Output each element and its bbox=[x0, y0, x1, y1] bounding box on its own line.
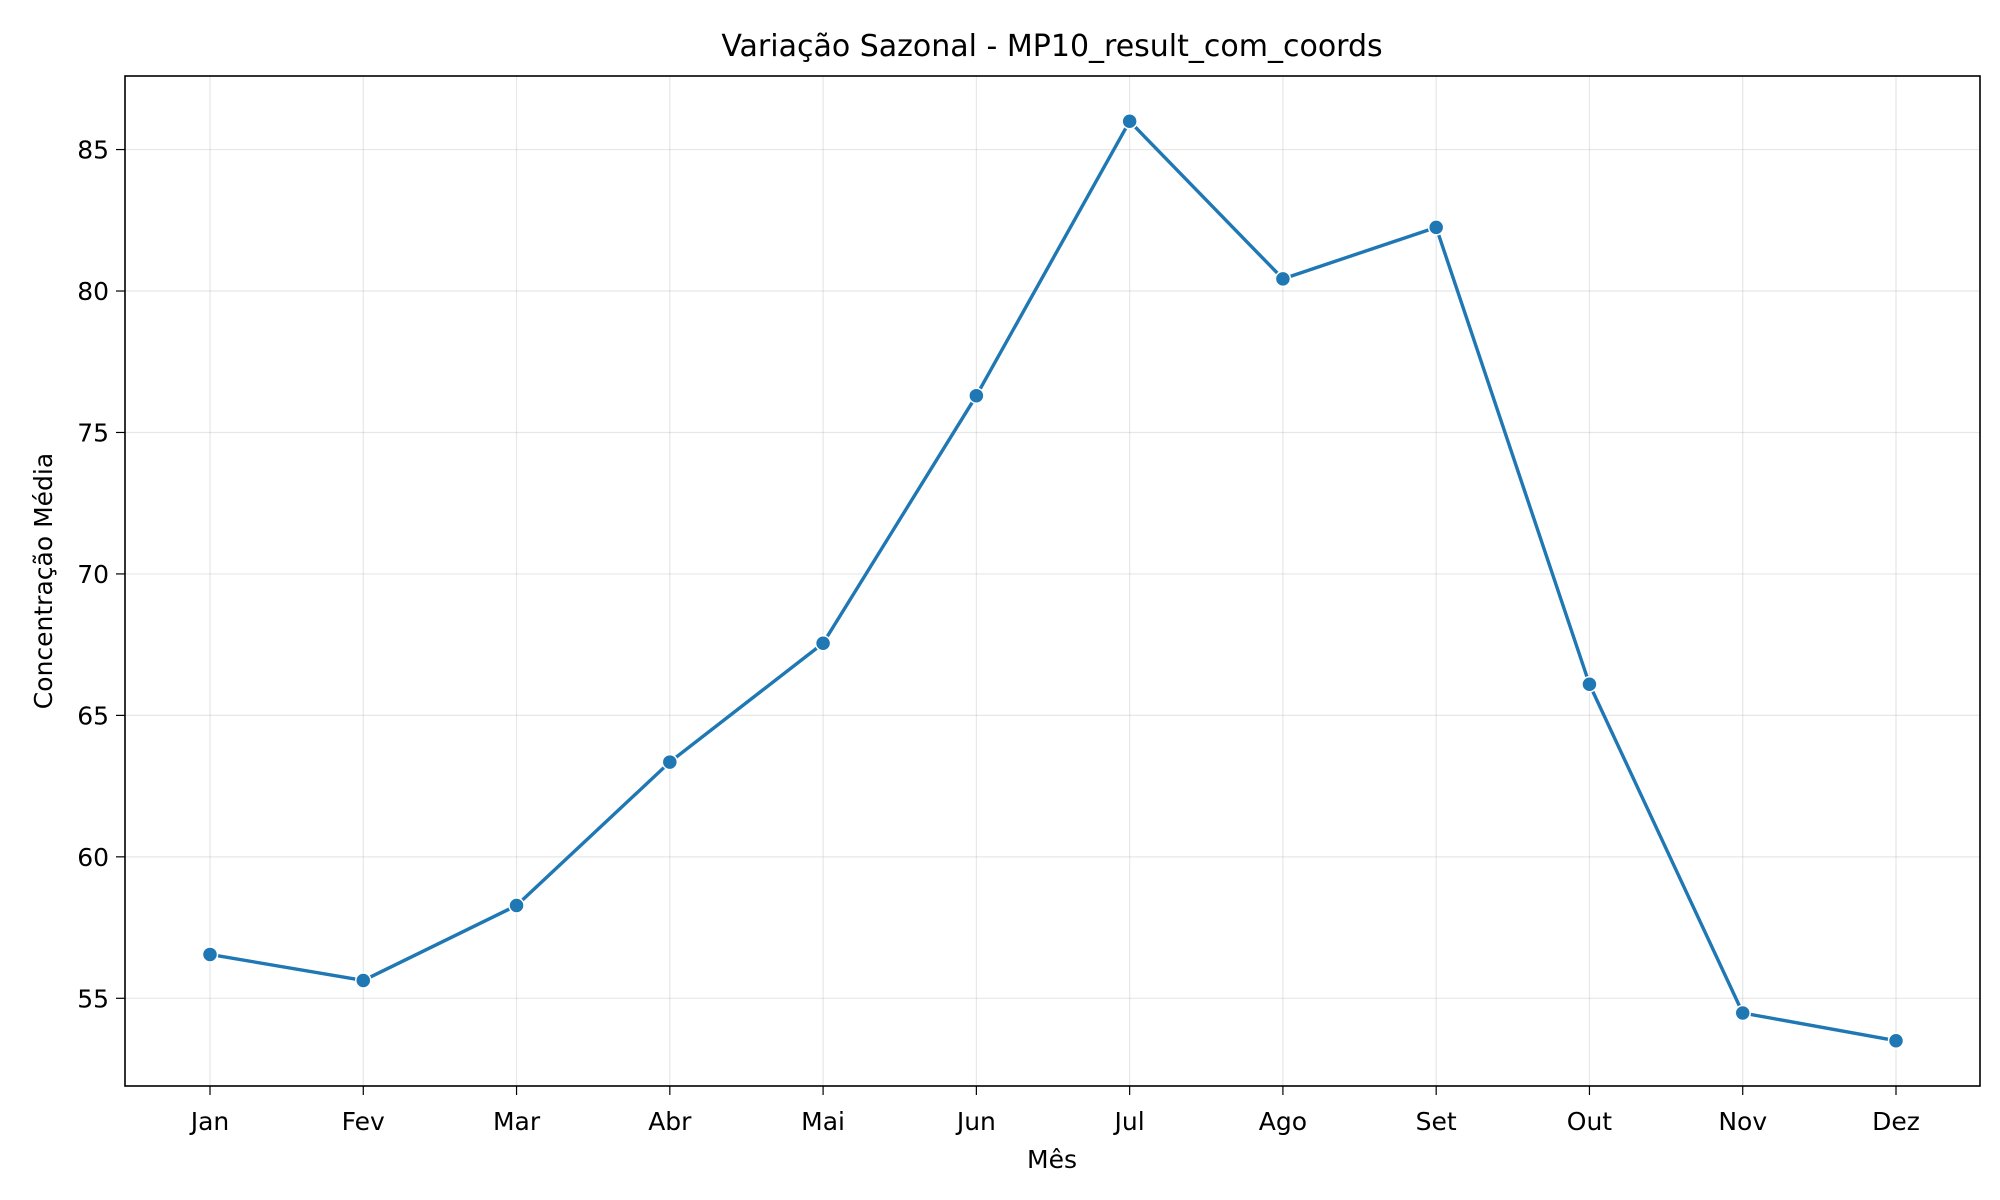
data-point-marker bbox=[1121, 113, 1138, 130]
axis-ticks: 55 60 65 70 75 80 85 Jan Fev Mar Abr Mai Jun Jul Ago Se… bbox=[77, 136, 1920, 1136]
x-tick-label: Nov bbox=[1718, 1107, 1767, 1136]
data-point-marker bbox=[355, 972, 372, 989]
data-point-marker bbox=[661, 753, 679, 771]
data-point-marker bbox=[1427, 219, 1445, 236]
x-tick-label: Jun bbox=[955, 1107, 996, 1136]
y-tick-label: 60 bbox=[77, 843, 109, 872]
data-point-marker bbox=[1887, 1032, 1905, 1049]
x-tick-label: Out bbox=[1567, 1107, 1613, 1136]
data-point-marker bbox=[508, 897, 525, 914]
data-point-marker bbox=[968, 387, 985, 404]
x-tick-label: Mai bbox=[801, 1107, 845, 1136]
x-tick-label: Fev bbox=[342, 1107, 385, 1136]
x-axis-label: Mês bbox=[1027, 1145, 1077, 1174]
series-line bbox=[208, 119, 1898, 1043]
y-tick-label: 80 bbox=[77, 277, 109, 306]
x-tick-label: Jul bbox=[1113, 1107, 1145, 1136]
y-tick-label: 65 bbox=[77, 701, 109, 730]
data-point-marker bbox=[1734, 1004, 1751, 1022]
data-point-marker bbox=[1581, 676, 1598, 693]
x-tick-label: Ago bbox=[1259, 1107, 1307, 1136]
data-point-marker bbox=[201, 946, 219, 963]
data-point-marker bbox=[1274, 270, 1292, 288]
chart-title: Variação Sazonal - MP10_result_com_coord… bbox=[721, 29, 1382, 64]
series-layer bbox=[201, 113, 1905, 1049]
x-tick-label: Abr bbox=[648, 1107, 692, 1136]
y-tick-label: 75 bbox=[77, 418, 109, 447]
x-tick-label: Jan bbox=[189, 1107, 230, 1136]
grid bbox=[125, 76, 1980, 1086]
x-tick-label: Set bbox=[1416, 1107, 1457, 1136]
x-tick-label: Mar bbox=[493, 1107, 541, 1136]
y-tick-label: 70 bbox=[77, 560, 109, 589]
y-tick-label: 85 bbox=[77, 136, 109, 165]
data-point-marker bbox=[814, 634, 832, 652]
plot-frame bbox=[124, 75, 1981, 1087]
y-tick-label: 55 bbox=[77, 984, 109, 1013]
x-tick-label: Dez bbox=[1872, 1107, 1920, 1136]
y-axis-label: Concentração Média bbox=[29, 453, 58, 709]
